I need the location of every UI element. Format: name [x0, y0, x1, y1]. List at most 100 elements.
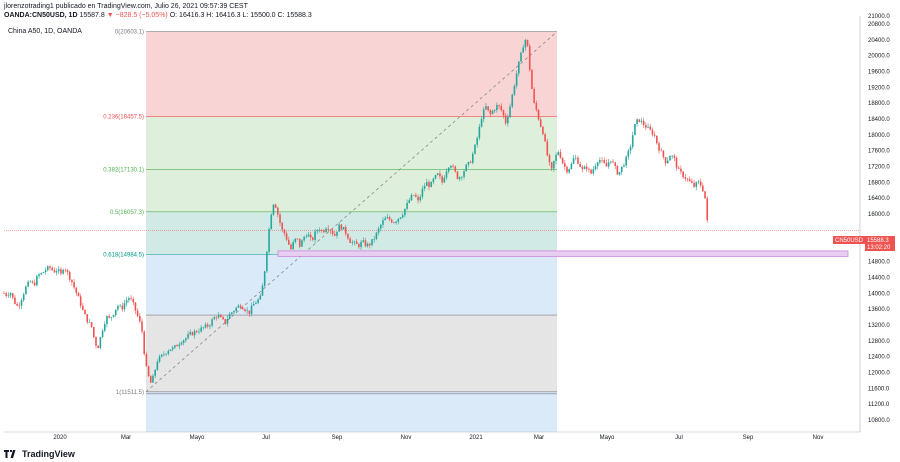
candle-body: [566, 166, 568, 173]
candle-body: [211, 319, 213, 326]
candle-body: [62, 269, 64, 274]
candle-body: [507, 116, 509, 124]
candle-body: [287, 239, 290, 245]
candle-body: [515, 73, 518, 86]
candle-body: [338, 224, 340, 232]
candle-body: [533, 88, 535, 103]
candle-body: [79, 296, 82, 306]
candle-body: [500, 105, 503, 111]
price-badge: CN50USD 15588.3 13:02:20: [833, 236, 895, 251]
candle-body: [149, 376, 152, 383]
candle-body: [592, 169, 595, 174]
candle-body: [417, 196, 419, 201]
candle-body: [415, 194, 417, 197]
fib-trend-line[interactable]: [145, 31, 558, 393]
fib-band-786-1: [146, 315, 557, 392]
candle-body: [688, 179, 691, 182]
candle-body: [185, 338, 187, 341]
candle-body: [5, 293, 7, 296]
candle-body: [231, 312, 233, 314]
candle-body: [320, 230, 323, 231]
candle-body: [75, 287, 78, 293]
time-tick-label: Mayo: [600, 435, 615, 441]
candle-body: [673, 155, 676, 158]
candle-body: [301, 240, 303, 247]
candle-body: [25, 286, 27, 295]
candles: [3, 38, 709, 383]
candle-body: [99, 337, 102, 349]
candle-body: [524, 39, 527, 48]
candle-body: [182, 340, 185, 343]
candle-body: [664, 157, 667, 164]
candle-body: [406, 202, 408, 209]
fib-retracement[interactable]: 0(20603.1) 0.236(18457.5) 0.382(17130.1) 0.…: [103, 30, 557, 432]
candle-body: [117, 305, 119, 310]
candle-body: [259, 295, 262, 300]
candle-body: [491, 110, 494, 115]
candle-body: [333, 234, 336, 236]
candle-body: [128, 298, 130, 301]
price-change: ▼ −828.5 (−5.05%): [106, 12, 168, 19]
candle-body: [642, 120, 645, 126]
candle-body: [386, 217, 389, 219]
candle-body: [121, 305, 124, 310]
candle-body: [364, 240, 367, 247]
candle-body: [472, 153, 474, 163]
support-zone-rect[interactable]: [277, 250, 849, 257]
candle-body: [55, 271, 58, 273]
candle-body: [204, 324, 207, 328]
time-tick-label: Jul: [262, 435, 270, 441]
candle-body: [677, 167, 680, 169]
candle-body: [307, 234, 310, 237]
fib-band-5-618: [146, 211, 557, 255]
price-axis[interactable]: 21000.0 20800.0 20400.0 20000.0 19600.0 19200…: [859, 14, 900, 432]
time-axis[interactable]: 2020 Mar Mayo Jul Sep Nov 2021 Mar Mayo Jul Sep Nov: [4, 431, 860, 441]
fib-level-label: 0.382(17130.1): [103, 167, 144, 173]
candle-body: [71, 279, 73, 283]
candle-body: [152, 375, 154, 383]
candle-body: [671, 155, 673, 157]
candle-body: [706, 198, 709, 221]
candle-body: [419, 196, 422, 201]
candle-body: [119, 305, 121, 307]
candle-body: [542, 126, 544, 135]
candle-body: [645, 125, 647, 128]
candle-body: [430, 182, 432, 188]
candle-body: [458, 177, 461, 179]
candle-body: [318, 230, 321, 231]
candle-body: [399, 217, 402, 219]
candle-body: [450, 165, 452, 168]
fib-band-0-236: [146, 31, 557, 117]
candle-body: [101, 330, 104, 338]
fib-band-236-382: [146, 116, 557, 170]
candle-body: [452, 165, 454, 167]
candle-body: [662, 150, 665, 158]
candle-body: [590, 169, 592, 174]
footer-brand: TradingView: [22, 449, 75, 459]
price-tick-label: 18400.0: [868, 117, 890, 123]
price-tick-label: 17600.0: [868, 149, 890, 155]
candle-body: [213, 317, 216, 320]
candle-body: [404, 208, 406, 216]
candle-body: [178, 344, 181, 347]
price-tick-label: 19600.0: [868, 69, 890, 75]
candle-body: [599, 160, 601, 163]
last-price: 15587.8: [79, 12, 105, 19]
price-tick-label: 18800.0: [868, 101, 890, 107]
candle-body: [283, 229, 286, 234]
candle-body: [329, 229, 332, 231]
candle-body: [585, 166, 588, 169]
candle-body: [548, 155, 551, 163]
candle-body: [246, 310, 248, 312]
candle-body: [217, 315, 220, 318]
candle-body: [629, 146, 632, 151]
fib-level-label: 0(20603.1): [115, 30, 144, 36]
badge-price: 15588.3: [867, 238, 889, 244]
candle-body: [666, 160, 669, 164]
time-tick-label: Mar: [121, 435, 131, 441]
candle-body: [702, 185, 704, 192]
candle-body: [110, 316, 113, 318]
candle-body: [114, 309, 117, 316]
candle-body: [51, 267, 53, 271]
